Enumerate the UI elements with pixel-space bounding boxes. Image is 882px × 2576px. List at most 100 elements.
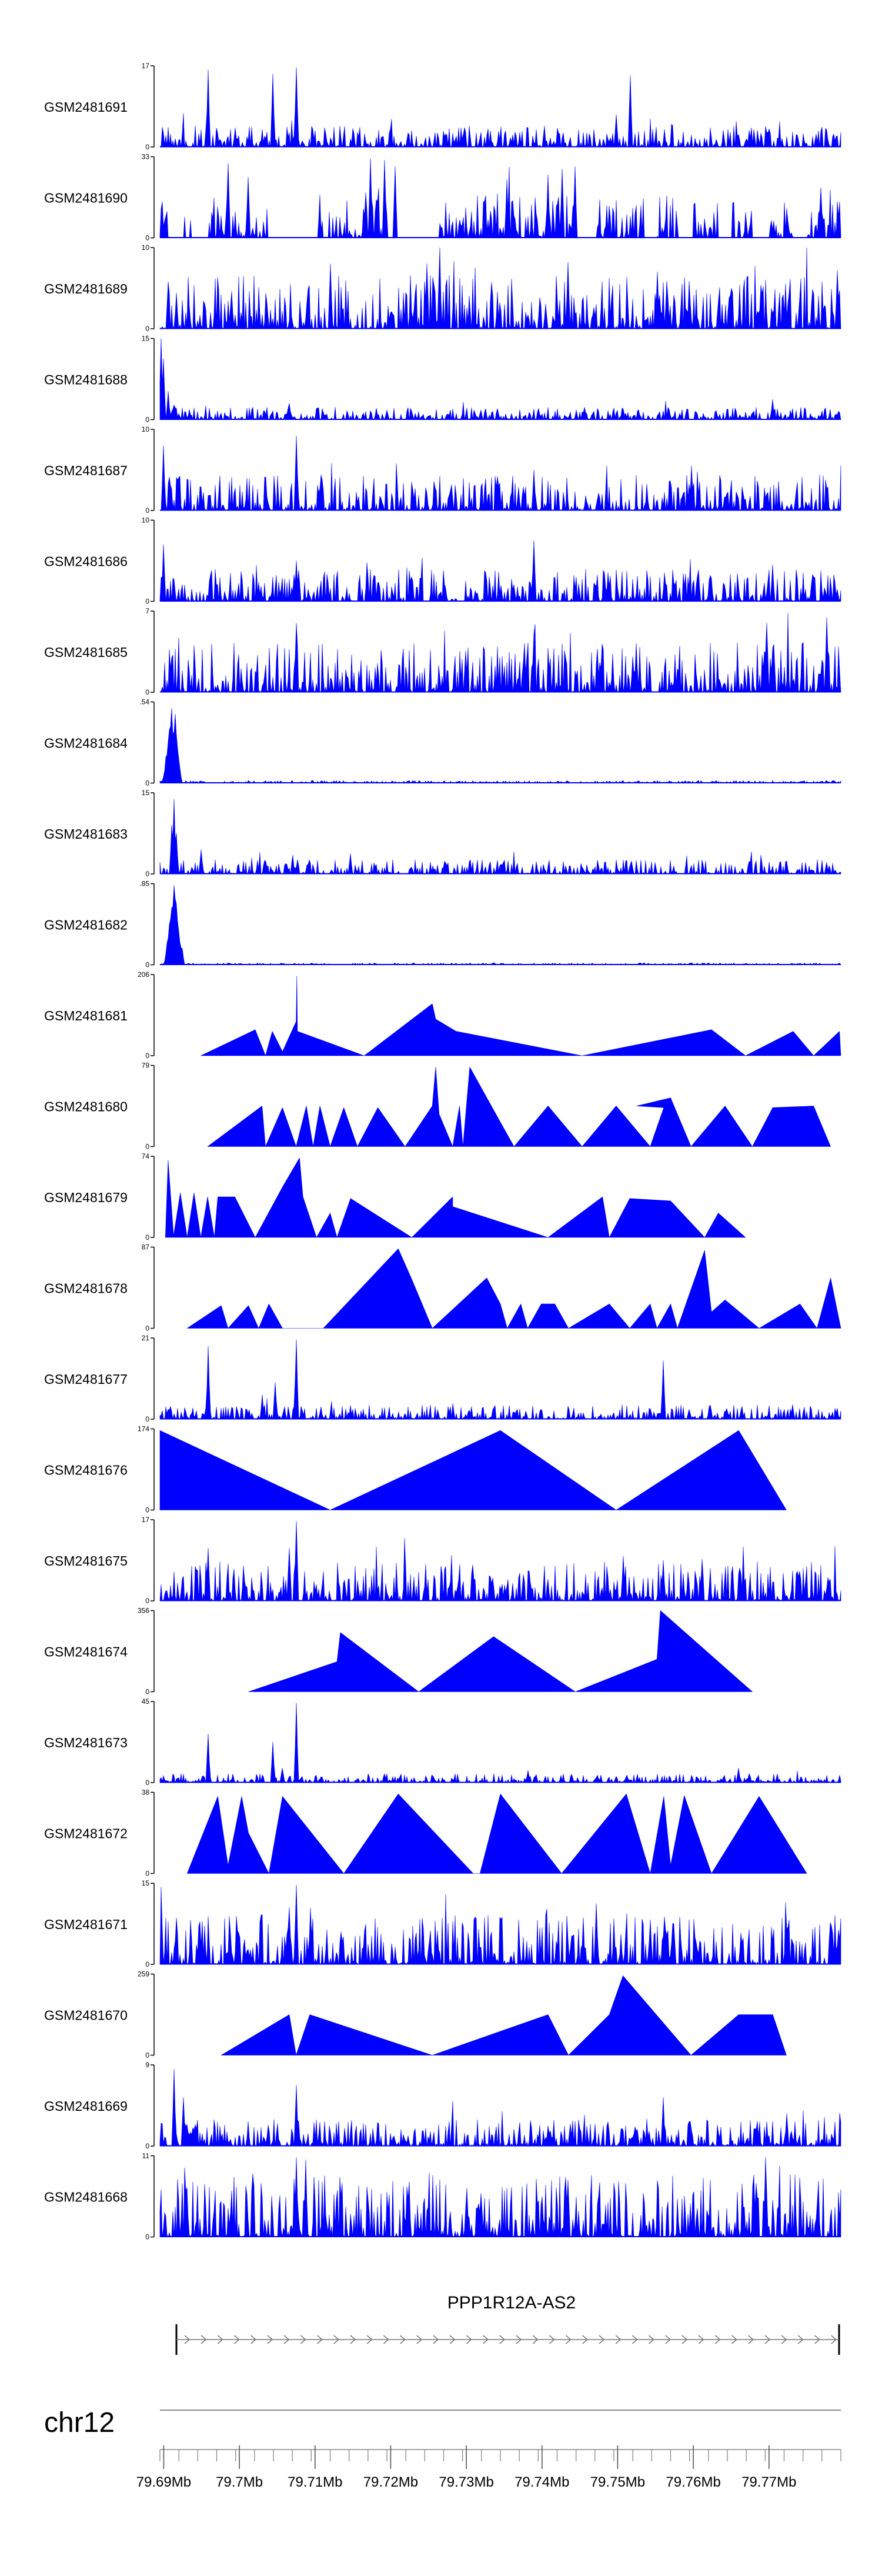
y-tick-label-min: 0: [145, 1688, 149, 1696]
track-GSM2481683: GSM2481683 15 0: [44, 789, 841, 878]
strand-arrow: [797, 2335, 804, 2344]
y-tick-label-min: 0: [145, 143, 149, 151]
y-tick-label-max: 17: [142, 62, 150, 70]
strand-arrow: [366, 2335, 373, 2344]
strand-arrow: [483, 2335, 489, 2344]
x-tick-label: 79.74Mb: [514, 2474, 569, 2490]
coverage-area: [187, 1249, 841, 1329]
strand-arrow: [698, 2335, 704, 2344]
tracks-layer: GSM2481691170GSM2481690330GSM2481689100G…: [44, 62, 841, 2241]
track-label: GSM2481676: [44, 1463, 128, 1478]
track-GSM2481678: GSM2481678 87 0: [44, 1243, 841, 1333]
y-tick-label-min: 0: [145, 1960, 149, 1968]
coverage-area: [187, 1794, 807, 1874]
track-label: GSM2481689: [44, 281, 128, 296]
track-GSM2481681: GSM2481681 206 0: [44, 970, 841, 1060]
track-label: GSM2481672: [44, 1826, 128, 1841]
track-label: GSM2481686: [44, 554, 128, 569]
strand-arrow: [649, 2335, 654, 2344]
strand-arrow: [400, 2335, 406, 2344]
coverage-area: [159, 885, 841, 965]
coverage-area: [159, 708, 841, 783]
strand-arrow: [184, 2335, 191, 2344]
y-tick-label-max: 356: [138, 1607, 149, 1615]
y-tick-label-max: 38: [142, 1788, 150, 1797]
y-tick-label-max: 79: [142, 1062, 150, 1070]
y-tick-label-min: 0: [145, 961, 149, 969]
track-label: GSM2481684: [44, 736, 128, 751]
strand-arrow: [250, 2335, 256, 2344]
track-GSM2481688: GSM2481688 15 0: [44, 335, 841, 424]
track-GSM2481680: GSM2481680 79 0: [44, 1062, 831, 1151]
track-label: GSM2481685: [44, 645, 128, 660]
strand-arrow: [714, 2335, 721, 2344]
track-GSM2481675: GSM2481675 17 0: [44, 1516, 841, 1605]
coverage-area: [159, 1884, 841, 1965]
track-GSM2481691: GSM2481691 17 0: [44, 62, 841, 151]
y-tick-label-min: 0: [145, 1415, 149, 1423]
track-GSM2481690: GSM2481690 33 0: [44, 153, 841, 242]
y-tick-label-min: 0: [145, 1597, 149, 1605]
track-label: GSM2481674: [44, 1644, 128, 1660]
y-tick-label-max: 21: [142, 1334, 150, 1342]
coverage-area: [159, 158, 841, 238]
coverage-area: [159, 338, 841, 420]
y-tick-label-max: 17: [142, 1516, 150, 1524]
track-label: GSM2481671: [44, 1917, 128, 1932]
y-tick-label-min: 0: [145, 1233, 149, 1242]
y-tick-label-max: 74: [142, 1152, 150, 1160]
y-tick-label-min: 0: [145, 325, 149, 333]
y-tick-label-max: 9: [145, 2061, 149, 2069]
strand-arrow: [831, 2335, 837, 2344]
track-GSM2481686: GSM2481686 10 0: [44, 516, 841, 606]
y-tick-label-max: 10: [142, 516, 150, 525]
coverage-area: [159, 1521, 841, 1601]
coverage-area: [159, 1339, 841, 1420]
track-GSM2481685: GSM2481685 7 0: [44, 607, 841, 696]
strand-arrow: [449, 2335, 456, 2344]
y-tick-label-max: 45: [142, 1697, 150, 1706]
coverage-area: [159, 247, 841, 329]
strand-arrow: [665, 2335, 671, 2344]
coverage-area: [165, 1157, 746, 1238]
y-tick-label-max: 206: [138, 970, 149, 979]
x-tick-label: 79.73Mb: [439, 2474, 493, 2490]
y-tick-label-max: 11: [142, 2152, 150, 2160]
track-label: GSM2481675: [44, 1553, 128, 1569]
y-tick-label-max: .54: [139, 698, 149, 706]
track-GSM2481679: GSM2481679 74 0: [44, 1152, 746, 1242]
y-tick-label-min: 0: [145, 416, 149, 424]
y-tick-label-min: 0: [145, 1052, 149, 1060]
track-GSM2481684: GSM2481684 .54 0: [44, 698, 841, 788]
track-GSM2481668: GSM2481668 11 0: [44, 2152, 841, 2241]
strand-arrow: [499, 2335, 505, 2344]
y-tick-label-min: 0: [145, 1778, 149, 1787]
y-tick-label-max: 7: [145, 607, 149, 615]
coverage-area: [159, 2157, 841, 2237]
strand-arrow: [300, 2335, 306, 2344]
track-label: GSM2481677: [44, 1372, 128, 1387]
y-tick-label-max: 15: [142, 1879, 150, 1887]
coverage-area: [159, 1430, 787, 1510]
y-tick-label-max: 15: [142, 335, 150, 343]
coverage-area: [159, 435, 841, 511]
track-label: GSM2481668: [44, 2190, 128, 2205]
strand-arrow: [582, 2335, 588, 2344]
track-label: GSM2481688: [44, 372, 128, 388]
track-GSM2481674: GSM2481674 356 0: [44, 1607, 753, 1696]
track-label: GSM2481678: [44, 1281, 128, 1296]
track-label: GSM2481670: [44, 2008, 128, 2023]
strand-arrow: [731, 2335, 737, 2344]
coverage-area: [159, 540, 841, 602]
y-tick-label-max: 87: [142, 1243, 150, 1252]
y-tick-label-min: 0: [145, 870, 149, 878]
strand-arrow: [201, 2335, 207, 2344]
y-tick-label-min: 0: [145, 1506, 149, 1514]
y-tick-label-max: 10: [142, 425, 150, 433]
track-label: GSM2481673: [44, 1735, 128, 1750]
strand-arrow: [599, 2335, 605, 2344]
strand-arrow: [416, 2335, 422, 2344]
coverage-area: [159, 799, 841, 875]
x-tick-label: 79.71Mb: [288, 2474, 342, 2490]
strand-arrow: [350, 2335, 356, 2344]
